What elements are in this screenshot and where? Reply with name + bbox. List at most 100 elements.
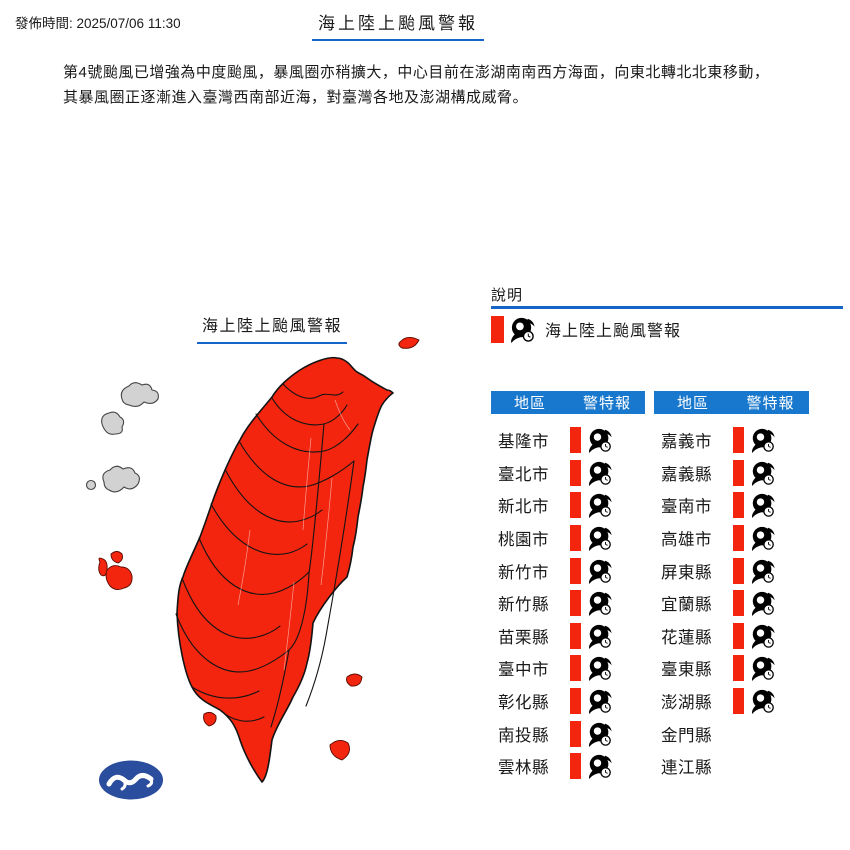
bulletin-line-1: 第4號颱風已增強為中度颱風，暴風圈亦稍擴大，中心目前在澎湖南南西方海面，向東北轉…	[63, 64, 770, 81]
typhoon-icon	[587, 558, 613, 584]
green-island	[346, 673, 363, 687]
table-row: 基隆市	[491, 424, 651, 457]
bulletin-text: 第4號颱風已增強為中度颱風，暴風圈亦稍擴大，中心目前在澎湖南南西方海面，向東北轉…	[63, 60, 808, 110]
legend-item: 海上陸上颱風警報	[491, 315, 681, 343]
issue-time: 發佈時間: 2025/07/06 11:30	[15, 16, 181, 31]
typhoon-icon	[750, 623, 776, 649]
table-row: 澎湖縣	[654, 685, 814, 718]
region-name: 連江縣	[661, 759, 712, 778]
warning-cell	[570, 720, 613, 747]
table-row: 屏東縣	[654, 554, 814, 587]
warning-cell	[570, 655, 613, 682]
township-borders	[237, 399, 351, 671]
taiwan-main-island	[176, 356, 394, 783]
region-name: 嘉義縣	[661, 465, 712, 484]
warning-column-header: 警特報	[746, 395, 795, 412]
warning-cell	[733, 655, 776, 682]
warning-column-header: 警特報	[582, 395, 631, 412]
warning-bar	[733, 459, 744, 486]
typhoon-icon	[750, 558, 776, 584]
warning-cell	[733, 525, 776, 552]
typhoon-icon	[587, 753, 613, 779]
matsu-island-a	[120, 382, 159, 408]
warning-cell	[570, 688, 613, 715]
region-name: 金門縣	[661, 726, 712, 745]
table-row: 嘉義市	[654, 424, 814, 457]
warning-bar	[570, 459, 581, 486]
typhoon-icon	[750, 655, 776, 681]
typhoon-icon	[587, 590, 613, 616]
warning-bar	[570, 492, 581, 519]
region-name: 桃園市	[498, 531, 549, 550]
typhoon-icon	[587, 688, 613, 714]
warning-cell	[570, 753, 613, 780]
map-title: 海上陸上颱風警報	[197, 312, 348, 344]
table-row: 花蓮縣	[654, 620, 814, 653]
region-name: 南投縣	[498, 726, 549, 745]
region-name: 臺中市	[498, 661, 549, 680]
table-row: 臺北市	[491, 457, 651, 490]
table-header-left: 地區 警特報	[491, 391, 645, 414]
warning-cell	[733, 459, 776, 486]
taiwan-map	[85, 337, 420, 800]
typhoon-icon	[750, 492, 776, 518]
warning-cell	[570, 557, 613, 584]
warning-bar	[733, 492, 744, 519]
kinmen-island	[102, 465, 141, 493]
warning-bar	[733, 655, 744, 682]
region-name: 基隆市	[498, 433, 549, 452]
table-row: 南投縣	[491, 717, 651, 750]
warning-cell	[570, 590, 613, 617]
typhoon-icon	[587, 460, 613, 486]
warning-cell	[570, 427, 613, 454]
warning-cell	[733, 622, 776, 649]
typhoon-icon	[587, 721, 613, 747]
table-row: 桃園市	[491, 522, 651, 555]
warning-bar	[570, 688, 581, 715]
warning-bar	[570, 557, 581, 584]
warning-cell	[570, 525, 613, 552]
warning-bar	[733, 688, 744, 715]
warning-bar	[570, 427, 581, 454]
warning-bar	[733, 622, 744, 649]
table-row: 新竹市	[491, 554, 651, 587]
penghu-island-3	[105, 565, 133, 591]
orchid-island	[329, 740, 350, 761]
region-column-header: 地區	[513, 395, 546, 412]
warning-bar	[733, 557, 744, 584]
no-warning-islands	[85, 382, 159, 493]
region-name: 新竹縣	[498, 596, 549, 615]
region-table-right: 嘉義市 嘉義縣 臺南市 高雄市 屏東縣 宜蘭縣 花蓮縣 臺東縣 澎湖縣 金門縣 連江縣	[654, 424, 814, 783]
warning-cell	[733, 557, 776, 584]
region-name: 新竹市	[498, 563, 549, 582]
typhoon-icon	[750, 590, 776, 616]
table-row: 臺東縣	[654, 652, 814, 685]
warning-cell	[570, 622, 613, 649]
warning-bar	[570, 622, 581, 649]
warning-cell	[570, 492, 613, 519]
region-name: 臺南市	[661, 498, 712, 517]
county-borders	[175, 383, 359, 728]
warning-cell	[733, 688, 776, 715]
warning-cell	[733, 427, 776, 454]
table-row: 苗栗縣	[491, 620, 651, 653]
page-title: 海上陸上颱風警報	[312, 9, 484, 41]
lamay-island	[203, 711, 217, 727]
region-table-left: 基隆市 臺北市 新北市 桃園市 新竹市 新竹縣 苗栗縣 臺中市 彰化縣 南投縣 雲林縣	[491, 424, 651, 783]
typhoon-icon	[750, 460, 776, 486]
region-name: 宜蘭縣	[661, 596, 712, 615]
table-row: 新竹縣	[491, 587, 651, 620]
warning-bar	[570, 655, 581, 682]
warning-cell	[570, 459, 613, 486]
warning-bar	[733, 590, 744, 617]
region-name: 彰化縣	[498, 694, 549, 713]
region-name: 臺北市	[498, 465, 549, 484]
warning-bar	[570, 720, 581, 747]
guishan-island	[398, 337, 420, 349]
warning-bar	[733, 525, 744, 552]
region-name: 苗栗縣	[498, 628, 549, 647]
bulletin-line-2: 其暴風圈正逐漸進入臺灣西南部近海，對臺灣各地及澎湖構成威脅。	[63, 89, 529, 106]
typhoon-icon	[750, 525, 776, 551]
legend-label: 海上陸上颱風警報	[545, 323, 682, 340]
region-name: 屏東縣	[661, 563, 712, 582]
